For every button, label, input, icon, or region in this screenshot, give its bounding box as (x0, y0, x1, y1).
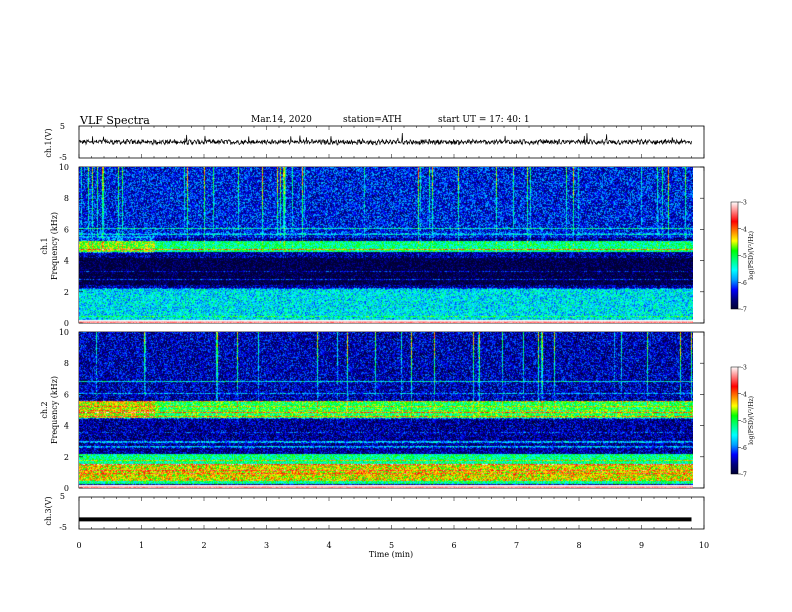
ch1-spec-ylabel-freq: Frequency (kHz) (50, 212, 59, 280)
cbar1-tick-label: -3 (741, 200, 747, 207)
cbar1-tick-label: -6 (741, 280, 747, 287)
ch1-freq-tick-label: 0 (64, 319, 69, 328)
time-tick-label: 9 (639, 541, 644, 550)
ch1-waveform-panel: 5 -5 ch.1(V) (44, 122, 692, 162)
ch1-spectrogram-image (79, 167, 693, 323)
ch2-freq-tick-label: 2 (64, 453, 69, 462)
ch2-colorbar: -3 -4 -5 -6 -7 log(PSD)(V²/Hz) (730, 365, 755, 479)
cbar2-label: log(PSD)(V²/Hz) (748, 396, 755, 445)
ch1-spectrogram-panel: 0 2 4 6 8 10 ch.1 Frequency (kHz) (40, 163, 704, 328)
ch2-freq-tick-label: 6 (64, 390, 69, 399)
ch1-spec-ylabel-channel: ch.1 (40, 237, 49, 254)
ch3-waveform-panel: 5 -5 ch.3(V) (44, 492, 692, 532)
time-tick-label: 4 (326, 541, 331, 550)
ch1-waveform-line (79, 132, 692, 146)
cbar2-tick-label: -7 (741, 472, 747, 479)
ch1-colorbar: -3 -4 -5 -6 -7 log(PSD)(V²/Hz) (730, 200, 755, 314)
cbar1-gradient (730, 201, 739, 310)
cbar2-tick-label: -5 (741, 418, 747, 425)
time-axis-label: Time (min) (369, 550, 413, 559)
ch2-spec-ylabel-channel: ch.2 (40, 401, 49, 418)
time-tick-label: 6 (451, 541, 456, 550)
cbar2-tick-label: -6 (741, 445, 747, 452)
time-tick-label: 3 (264, 541, 269, 550)
ch3-ylabel: ch.3(V) (44, 496, 53, 525)
ch3-frame (78, 496, 705, 530)
ch3-ytick-bottom: -5 (59, 523, 67, 532)
ch2-freq-ticks: 0 2 4 6 8 10 (59, 328, 704, 493)
ch2-freq-tick-label: 4 (64, 422, 69, 431)
ch1-ytick-top: 5 (60, 122, 65, 131)
time-axis: 0 1 2 3 4 5 6 7 8 9 10 (76, 541, 709, 550)
time-tick-label: 1 (139, 541, 144, 550)
cbar1-tick-label: -7 (741, 307, 747, 314)
ch1-freq-tick-label: 2 (64, 288, 69, 297)
cbar2-tick-label: -4 (741, 391, 747, 398)
time-tick-label: 2 (201, 541, 206, 550)
ch1-ylabel: ch.1(V) (44, 128, 53, 157)
station-label: station=ATH (343, 115, 402, 125)
ch2-spectrogram-image (79, 332, 693, 488)
time-tick-label: 8 (576, 541, 581, 550)
time-tick-label: 5 (389, 541, 394, 550)
time-tick-label: 10 (699, 541, 709, 550)
ch2-freq-tick-label: 10 (59, 328, 69, 337)
chart-title: VLF Spectra (80, 114, 150, 127)
ch1-freq-tick-label: 6 (64, 225, 69, 234)
cbar1-tick-label: -4 (741, 226, 747, 233)
start-time-label: start UT = 17: 40: 1 (438, 115, 530, 125)
cbar1-label: log(PSD)(V²/Hz) (748, 231, 755, 280)
ch1-ytick-bottom: -5 (59, 153, 67, 162)
ch1-freq-tick-label: 8 (64, 194, 69, 203)
ch2-freq-tick-label: 8 (64, 359, 69, 368)
time-tick-label: 7 (514, 541, 519, 550)
cbar2-gradient (730, 366, 739, 475)
ch1-freq-tick-label: 4 (64, 257, 69, 266)
cbar2-tick-label: -3 (741, 365, 747, 372)
time-tick-label: 0 (76, 541, 81, 550)
ch1-freq-tick-label: 10 (59, 163, 69, 172)
ch2-spectrogram-panel: 0 2 4 6 8 10 ch.2 Frequency (kHz) (40, 328, 704, 493)
cbar1-tick-label: -5 (741, 253, 747, 260)
ch2-spec-ylabel-freq: Frequency (kHz) (50, 376, 59, 444)
ch3-ytick-top: 5 (60, 492, 65, 501)
ch1-freq-ticks: 0 2 4 6 8 10 (59, 163, 704, 328)
ch2-freq-tick-label: 0 (64, 484, 69, 493)
date-label: Mar.14, 2020 (251, 115, 312, 125)
